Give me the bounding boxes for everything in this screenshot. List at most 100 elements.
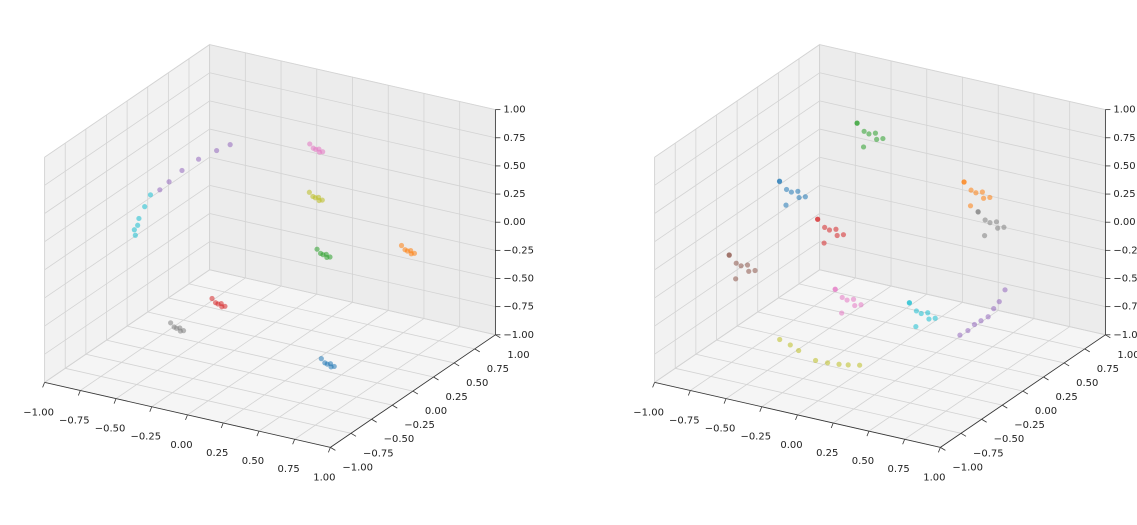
- grid-line: [188, 283, 475, 350]
- point: [212, 300, 219, 306]
- point: [744, 262, 751, 268]
- point: [324, 254, 330, 261]
- tick-mark: [42, 382, 45, 388]
- x-tick-label: 0.00: [780, 440, 802, 451]
- z-tick-label: −1.00: [1113, 330, 1137, 341]
- point: [131, 227, 137, 233]
- grid-line: [654, 185, 820, 299]
- grid-line: [654, 44, 820, 158]
- y-tick-label: 0.75: [487, 364, 509, 375]
- y-tick-label: −0.25: [1014, 420, 1045, 431]
- point: [979, 189, 985, 195]
- z-tick-label: 0.75: [1113, 133, 1135, 144]
- point: [840, 232, 847, 238]
- tick-mark: [1002, 404, 1008, 409]
- y-tick-label: −0.25: [404, 420, 435, 431]
- point: [860, 144, 867, 150]
- point: [981, 233, 988, 239]
- point: [987, 220, 993, 226]
- tick-mark: [371, 418, 377, 423]
- point: [316, 197, 322, 204]
- point: [932, 315, 938, 321]
- point: [971, 321, 978, 328]
- point: [177, 328, 184, 334]
- grid-line: [44, 156, 210, 271]
- grid-line: [819, 128, 1106, 195]
- point: [796, 347, 802, 354]
- tick-mark: [220, 422, 224, 429]
- tick-mark: [940, 447, 946, 451]
- subplot: −1.00 −0.75 −0.50 −0.25 0.00 0.25 0.50 0.75 1.00…: [23, 43, 534, 483]
- point: [913, 323, 919, 330]
- grid-line: [209, 72, 496, 139]
- grid-line: [44, 269, 210, 383]
- z-tick-label: 0.00: [503, 217, 525, 228]
- point: [157, 187, 163, 193]
- point: [993, 219, 1000, 225]
- point: [824, 360, 831, 366]
- grid-line: [209, 241, 496, 308]
- point: [142, 204, 148, 210]
- grid-line: [168, 297, 455, 364]
- point: [978, 318, 984, 324]
- tick-mark: [330, 447, 336, 451]
- point: [836, 361, 842, 367]
- axis-line: [330, 334, 496, 448]
- point: [776, 178, 783, 185]
- tick-mark: [652, 382, 655, 388]
- grid-line: [798, 283, 1085, 350]
- grid-line: [65, 367, 352, 434]
- point: [402, 247, 408, 253]
- y-tick-label: 0.00: [425, 406, 447, 417]
- tick-mark: [1084, 348, 1090, 353]
- point: [746, 268, 752, 274]
- tick-mark: [1105, 334, 1111, 339]
- point: [854, 120, 860, 126]
- y-tick-label: −1.00: [342, 462, 373, 473]
- point: [975, 209, 981, 215]
- point: [307, 141, 313, 147]
- x-tick-label: 0.25: [206, 448, 228, 459]
- point: [787, 342, 793, 348]
- grid-line: [695, 353, 982, 420]
- x-tick-label: −0.75: [59, 415, 90, 426]
- grid-line: [85, 353, 372, 420]
- grid-line: [675, 367, 962, 434]
- z-tick-label: 0.50: [1113, 161, 1135, 172]
- point: [925, 310, 931, 316]
- point: [880, 135, 886, 142]
- point: [844, 297, 850, 303]
- z-tick-label: 0.75: [503, 133, 525, 144]
- grid-line: [209, 44, 496, 111]
- point: [166, 179, 172, 185]
- point: [317, 250, 324, 256]
- grid-line: [654, 100, 820, 214]
- tick-mark: [902, 439, 906, 445]
- grid-line: [778, 297, 1065, 364]
- grid-line: [209, 269, 496, 336]
- grid-line: [757, 311, 1044, 378]
- axis-line: [940, 334, 1106, 448]
- tick-mark: [149, 406, 153, 412]
- grid-line: [147, 311, 434, 378]
- point: [815, 216, 821, 223]
- point: [852, 302, 858, 309]
- x-tick-label: 0.75: [278, 464, 300, 475]
- point: [857, 362, 863, 368]
- tick-mark: [185, 414, 188, 421]
- y-tick-label: 0.50: [466, 378, 488, 389]
- y-tick-label: 1.00: [1117, 350, 1137, 361]
- point: [995, 225, 1001, 231]
- z-tick-label: −1.00: [503, 330, 534, 341]
- point: [726, 252, 732, 258]
- tick-mark: [113, 398, 117, 404]
- y-tick-label: 1.00: [507, 350, 529, 361]
- tick-mark: [412, 390, 419, 395]
- grid-line: [127, 325, 413, 392]
- tick-mark: [723, 398, 727, 404]
- y-tick-label: −0.75: [363, 448, 394, 459]
- grid-line: [819, 156, 1106, 223]
- grid-line: [209, 184, 496, 251]
- point: [858, 302, 864, 308]
- y-tick-label: 0.25: [446, 392, 468, 403]
